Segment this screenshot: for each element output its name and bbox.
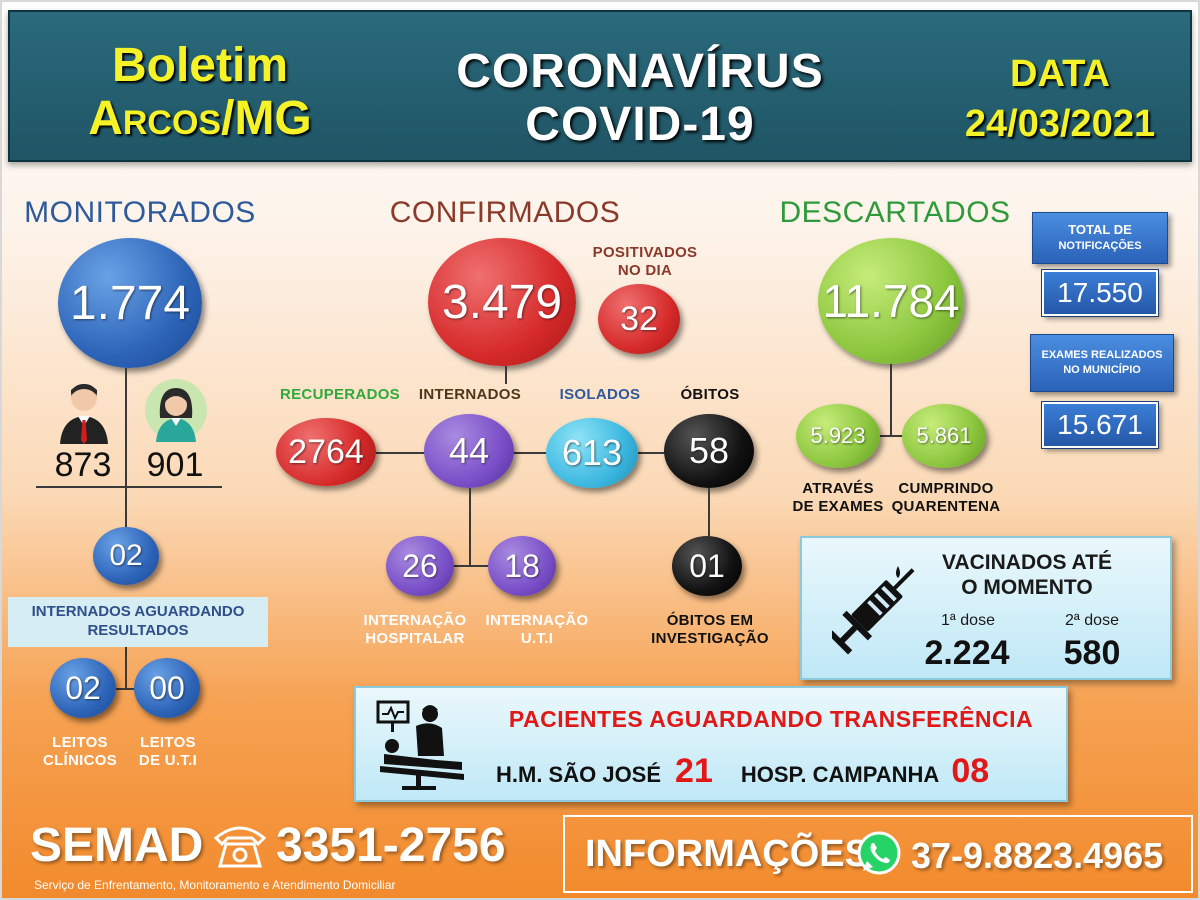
leitos-connector-h <box>110 688 150 690</box>
obitos-label: ÓBITOS <box>680 386 740 403</box>
title-coronavirus: CORONAVÍRUS <box>456 45 824 98</box>
hospital-bed-icon <box>376 700 464 790</box>
notificacoes-label-box: TOTAL DE NOTIFICAÇÕES <box>1032 212 1168 264</box>
quarentena-circle: 5.861 <box>902 404 986 468</box>
transferencia-title: PACIENTES AGUARDANDO TRANSFERÊNCIA <box>508 706 1034 732</box>
internados-circle: 44 <box>424 414 514 488</box>
syringe-icon <box>832 566 915 655</box>
obitos-connector-v <box>708 488 710 536</box>
semad-description: Serviço de Enfrentamento, Monitoramento … <box>34 878 396 892</box>
informacoes-phone: 37-9.8823.4965 <box>911 835 1164 876</box>
descartados-connector-h <box>870 435 910 437</box>
monitorados-total: 1.774 <box>58 238 202 368</box>
internados-label: INTERNADOS <box>418 386 522 403</box>
hm-label: H.M. SÃO JOSÉ <box>496 762 662 787</box>
vacinados-title: VACINADOS ATÉ O MOMENTO <box>942 551 1112 600</box>
leitos-connector-v <box>125 647 127 689</box>
title-left: Boletim Arcos/MG <box>50 39 350 146</box>
phone-icon <box>213 826 267 868</box>
recuperados-label: RECUPERADOS <box>280 386 400 403</box>
row-connector <box>370 452 690 454</box>
title-center: CORONAVÍRUS COVID-19 <box>410 45 870 152</box>
date-label: DATA <box>1010 53 1110 95</box>
dose2-value: 580 <box>1063 634 1121 672</box>
confirmados-title: CONFIRMADOS <box>389 196 621 229</box>
campanha-value: 08 <box>951 752 990 790</box>
internados-aguardando-label: INTERNADOS AGUARDANDO RESULTADOS <box>8 597 268 647</box>
internados-connector-v <box>469 488 471 566</box>
exames-realizados-value-box: 15.671 <box>1041 401 1159 449</box>
positivados-label: POSITIVADOS NO DIA <box>592 244 698 279</box>
leitos-uti-circle: 00 <box>134 658 200 718</box>
monitorados-connector <box>125 368 127 528</box>
semad-footer: SEMAD 3351-2756 Serviço de Enfrentamento… <box>30 818 550 898</box>
hm-sao-jose-row: H.M. SÃO JOSÉ 21 HOSP. CAMPANHA 08 <box>496 752 1056 791</box>
monitorados-title: MONITORADOS <box>24 196 256 229</box>
semad-label: SEMAD <box>30 819 204 872</box>
positivados-circle: 32 <box>598 284 680 354</box>
recuperados-circle: 2764 <box>276 418 376 486</box>
dose2-label: 2ª dose <box>1065 612 1119 629</box>
internacao-hosp-label: INTERNAÇÃO HOSPITALAR <box>363 612 467 647</box>
isolados-circle: 613 <box>546 418 638 488</box>
leitos-clinicos-circle: 02 <box>50 658 116 718</box>
transferencia-panel: PACIENTES AGUARDANDO TRANSFERÊNCIA H.M. … <box>354 686 1068 802</box>
title-date: DATA 24/03/2021 <box>920 53 1200 146</box>
confirmados-connector <box>505 366 507 384</box>
hm-value: 21 <box>675 752 713 790</box>
vacinados-panel: VACINADOS ATÉ O MOMENTO 1ª dose 2ª dose … <box>800 536 1172 680</box>
monitorados-male: 873 <box>54 446 112 484</box>
quarentena-label: CUMPRINDO QUARENTENA <box>891 480 1001 515</box>
exames-circle: 5.923 <box>796 404 880 468</box>
leitos-clinicos-label: LEITOS CLÍNICOS <box>42 734 118 769</box>
header-banner: Boletim Arcos/MG CORONAVÍRUS COVID-19 DA… <box>8 10 1192 162</box>
internados-connector-h <box>440 565 500 567</box>
monitorados-female: 901 <box>146 446 204 484</box>
title-city: Arcos/MG <box>88 91 312 145</box>
internacao-uti-label: INTERNAÇÃO U.T.I <box>485 612 589 647</box>
leitos-uti-label: LEITOS DE U.T.I <box>138 734 198 769</box>
title-boletim: Boletim <box>111 39 288 92</box>
exames-label: ATRAVÉS DE EXAMES <box>792 480 884 515</box>
man-icon <box>60 384 108 444</box>
notificacoes-value-box: 17.550 <box>1041 269 1159 317</box>
internacao-hosp-circle: 26 <box>386 536 454 596</box>
dose1-value: 2.224 <box>924 634 1010 672</box>
descartados-connector-v <box>890 364 892 436</box>
obitos-investigacao-label: ÓBITOS EM INVESTIGAÇÃO <box>651 612 769 647</box>
isolados-label: ISOLADOS <box>559 386 641 403</box>
semad-phone: 3351-2756 <box>276 819 506 872</box>
obitos-circle: 58 <box>664 414 754 488</box>
gender-divider <box>36 486 222 488</box>
woman-icon <box>145 379 207 442</box>
descartados-total: 11.784 <box>818 238 964 364</box>
monitorados-total-value: 1.774 <box>69 276 191 330</box>
campanha-label: HOSP. CAMPANHA <box>740 762 940 787</box>
internados-aguardando-circle: 02 <box>93 527 159 585</box>
informacoes-footer: INFORMAÇÕES 37-9.8823.4965 <box>563 815 1193 893</box>
title-covid: COVID-19 <box>525 97 755 151</box>
confirmados-total: 3.479 <box>428 238 576 366</box>
informacoes-label: INFORMAÇÕES <box>585 833 870 875</box>
internacao-uti-circle: 18 <box>488 536 556 596</box>
descartados-title: DESCARTADOS <box>779 196 1011 229</box>
obitos-investigacao-circle: 01 <box>672 536 742 596</box>
date-value: 24/03/2021 <box>964 102 1156 145</box>
whatsapp-icon <box>857 831 901 875</box>
internados-aguardando-value: 02 <box>109 539 143 572</box>
dose1-label: 1ª dose <box>941 612 995 629</box>
exames-realizados-label-box: EXAMES REALIZADOS NO MUNICÍPIO <box>1030 334 1174 392</box>
